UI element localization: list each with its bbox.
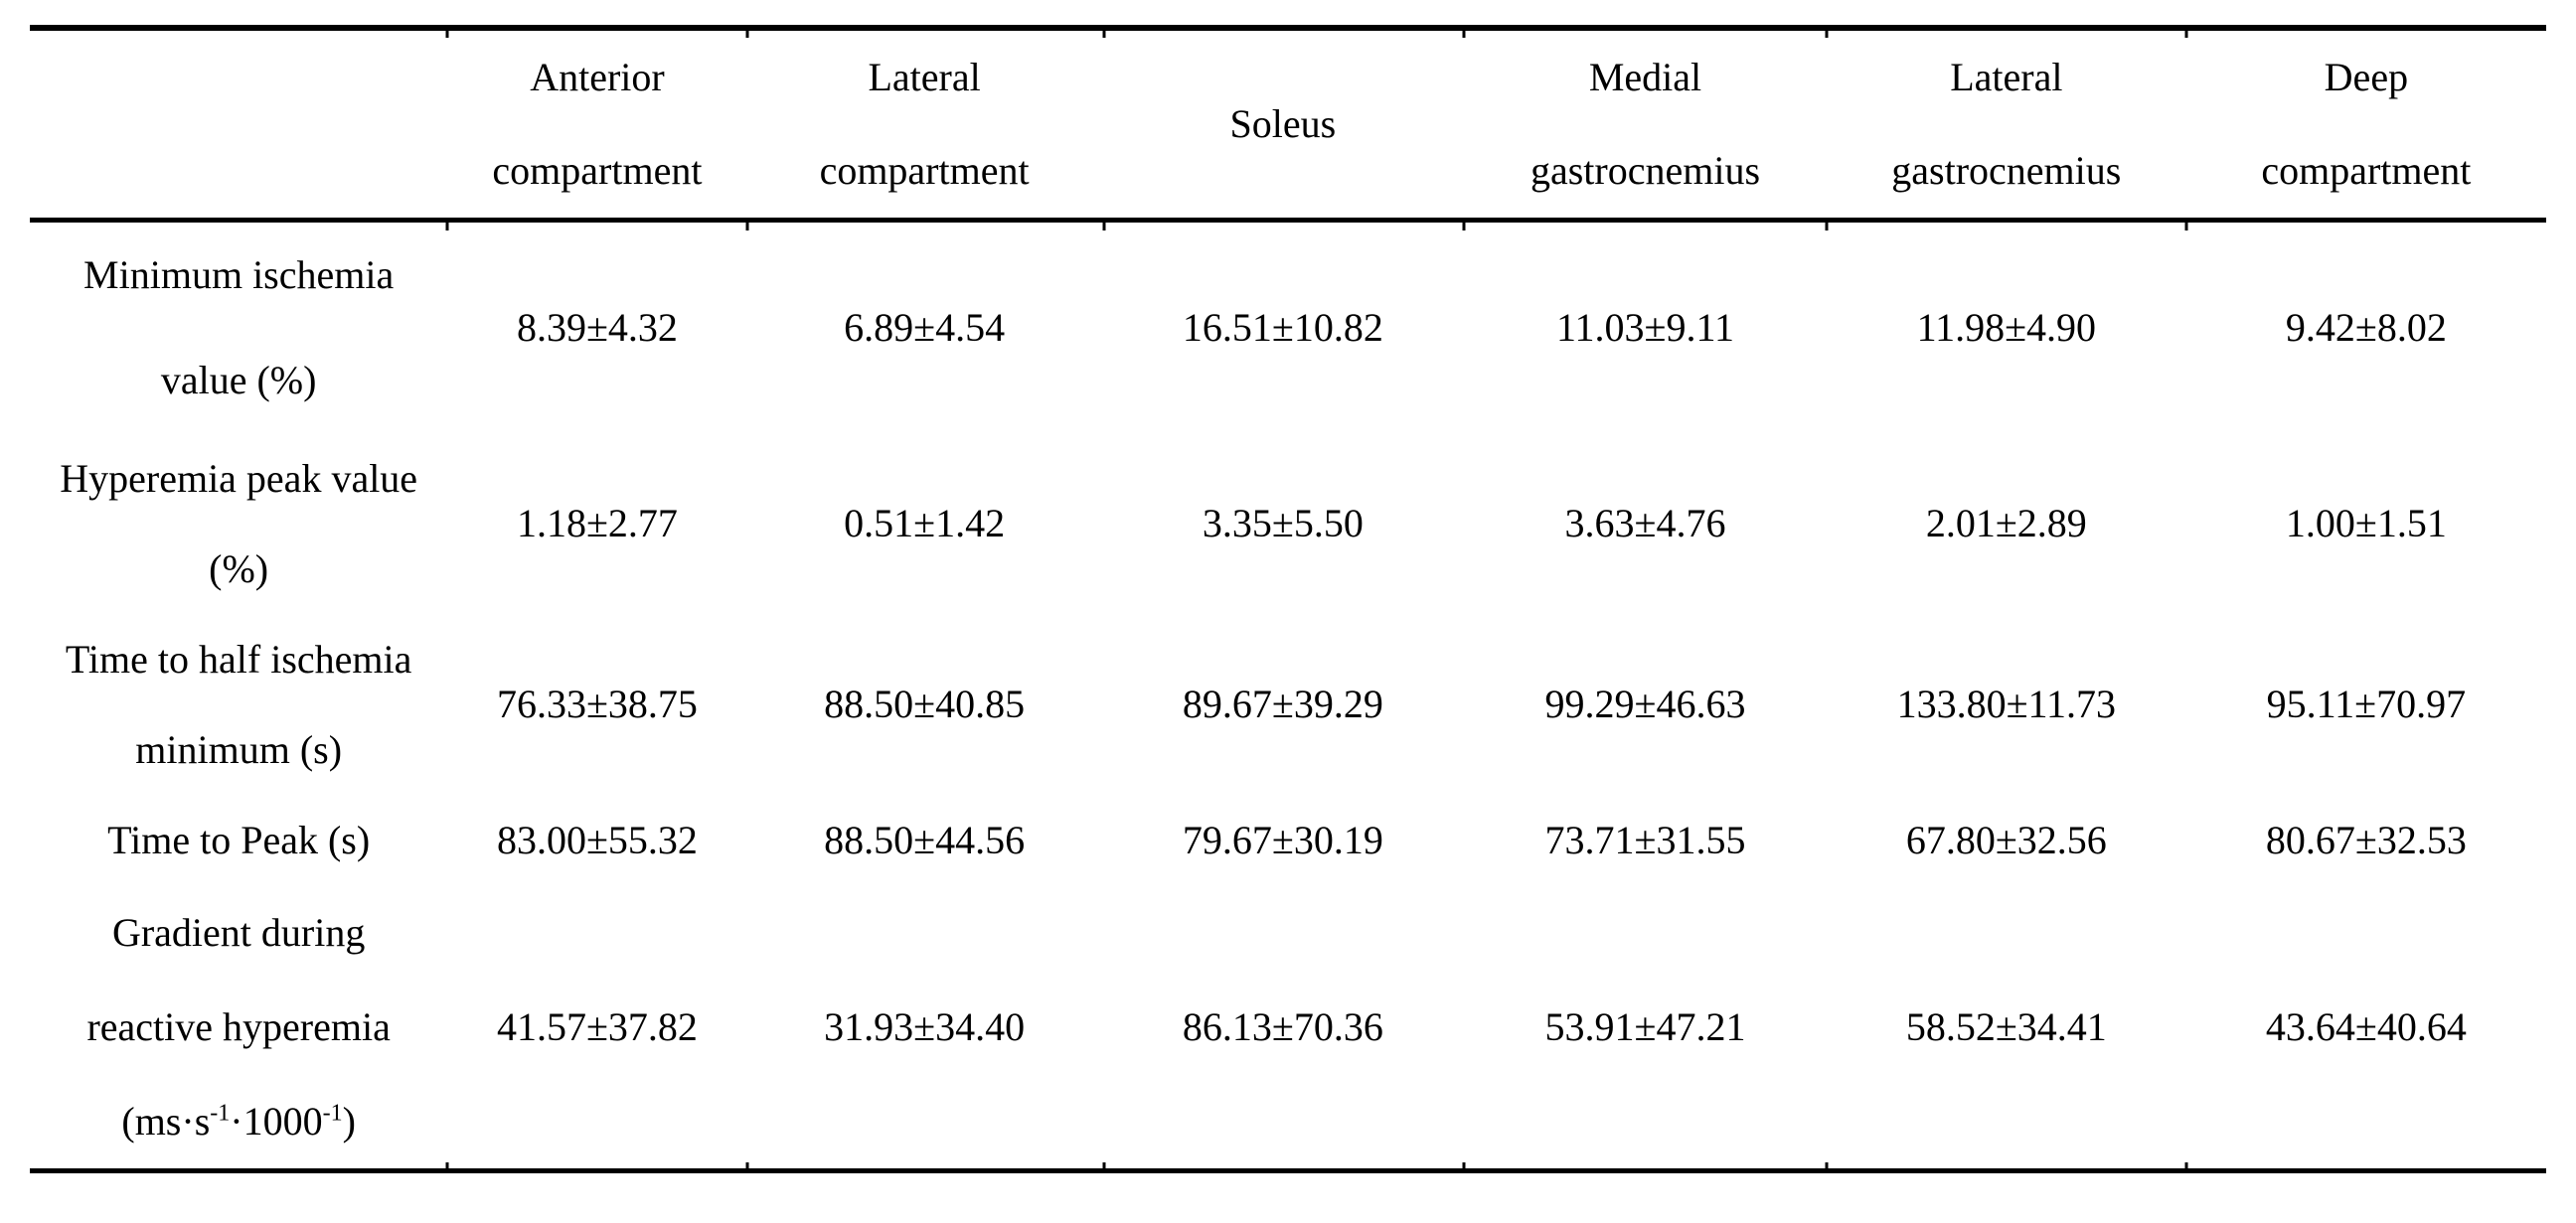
- value-cell: 73.71±31.55: [1544, 818, 1746, 862]
- value-cell: 80.67±32.53: [2265, 818, 2467, 862]
- header-line: Lateral: [1950, 55, 2063, 99]
- row-label-line: (%): [209, 545, 269, 591]
- header-line: compartment: [2261, 148, 2472, 193]
- header-line: Anterior: [530, 55, 665, 99]
- row-label-line: Minimum ischemia: [83, 252, 395, 297]
- value-cell: 6.89±4.54: [844, 305, 1006, 350]
- row-label-line: Time to half ischemia: [65, 636, 412, 682]
- row-label-line: Hyperemia peak value: [60, 455, 418, 501]
- value-cell: 0.51±1.42: [844, 501, 1006, 545]
- row-label-minimum-ischemia-value: Minimum ischemia value (%): [30, 223, 447, 433]
- value-cell: 88.50±44.56: [824, 818, 1026, 862]
- row-label-line: minimum (s): [135, 726, 343, 772]
- rule-tick: [1102, 27, 1106, 38]
- value-cell: 133.80±11.73: [1896, 682, 2117, 726]
- header-line: Medial: [1588, 55, 1702, 99]
- column-header-deep-compartment: Deep compartment: [2185, 31, 2546, 223]
- column-header-soleus: Soleus: [1101, 31, 1465, 223]
- unit-text: (ms·s-1·1000-1): [121, 1098, 356, 1144]
- value-cell: 11.98±4.90: [1916, 305, 2097, 350]
- header-line: gastrocnemius: [1891, 148, 2122, 193]
- rule-tick: [745, 1162, 749, 1173]
- header-line: gastrocnemius: [1530, 148, 1761, 193]
- header-line: Soleus: [1229, 101, 1337, 146]
- rule-tick: [1462, 27, 1466, 38]
- header-line: compartment: [492, 148, 703, 193]
- column-header-lateral-compartment: Lateral compartment: [746, 31, 1102, 223]
- value-cell: 76.33±38.75: [496, 682, 698, 726]
- value-cell: 9.42±8.02: [2285, 305, 2447, 350]
- value-cell: 16.51±10.82: [1182, 305, 1383, 350]
- header-line: compartment: [819, 148, 1030, 193]
- row-label-hyperemia-peak-value: Hyperemia peak value (%): [30, 433, 447, 614]
- value-cell: 99.29±46.63: [1544, 682, 1746, 726]
- rule-tick: [1462, 220, 1466, 230]
- rule-tick: [1825, 220, 1829, 230]
- value-cell: 41.57±37.82: [496, 1004, 698, 1049]
- value-cell: 88.50±40.85: [824, 682, 1026, 726]
- value-cell: 67.80±32.56: [1905, 818, 2107, 862]
- row-label-line: Time to Peak (s): [107, 818, 371, 862]
- row-label-gradient-during-reactive-hyperemia: Gradient during reactive hyperemia (ms·s…: [30, 886, 447, 1168]
- rule-tick: [1102, 1162, 1106, 1173]
- column-header-anterior-compartment: Anterior compartment: [447, 31, 747, 223]
- value-cell: 79.67±30.19: [1182, 818, 1383, 862]
- value-cell: 2.01±2.89: [1925, 501, 2087, 545]
- column-header-medial-gastrocnemius: Medial gastrocnemius: [1464, 31, 1827, 223]
- results-table: Anterior compartment Lateral compartment…: [30, 25, 2546, 1173]
- row-label-time-to-peak: Time to Peak (s): [30, 795, 447, 886]
- rule-tick: [1462, 1162, 1466, 1173]
- rule-tick: [445, 220, 449, 230]
- rule-tick: [1825, 1162, 1829, 1173]
- value-cell: 8.39±4.32: [516, 305, 678, 350]
- rule-tick: [1825, 27, 1829, 38]
- row-label-line: reactive hyperemia: [86, 1004, 391, 1049]
- value-cell: 3.35±5.50: [1202, 501, 1364, 545]
- value-cell: 3.63±4.76: [1564, 501, 1726, 545]
- column-header-empty: [30, 31, 448, 223]
- rule-tick: [2184, 27, 2188, 38]
- rule-tick: [445, 1162, 449, 1173]
- superscript-exponent: -1: [210, 1100, 231, 1127]
- superscript-exponent: -1: [322, 1100, 343, 1127]
- value-cell: 43.64±40.64: [2265, 1004, 2467, 1049]
- value-cell: 1.18±2.77: [516, 501, 678, 545]
- value-cell: 1.00±1.51: [2285, 501, 2447, 545]
- rule-tick: [445, 27, 449, 38]
- row-label-line: value (%): [160, 358, 317, 402]
- row-label-unit: (ms·s-1·1000-1): [30, 1074, 447, 1168]
- rule-tick: [745, 27, 749, 38]
- value-cell: 58.52±34.41: [1905, 1004, 2107, 1049]
- header-line: Deep: [2324, 55, 2409, 99]
- column-header-lateral-gastrocnemius: Lateral gastrocnemius: [1826, 31, 2186, 223]
- value-cell: 86.13±70.36: [1182, 1004, 1383, 1049]
- row-label-line: Gradient during: [111, 910, 366, 956]
- rule-tick: [2184, 220, 2188, 230]
- value-cell: 53.91±47.21: [1544, 1004, 1746, 1049]
- value-cell: 89.67±39.29: [1182, 682, 1383, 726]
- rule-tick: [1102, 220, 1106, 230]
- value-cell: 83.00±55.32: [496, 818, 698, 862]
- value-cell: 11.03±9.11: [1555, 305, 1734, 350]
- header-line: Lateral: [868, 55, 981, 99]
- rule-tick: [2184, 1162, 2188, 1173]
- row-label-time-to-half-ischemia-minimum: Time to half ischemia minimum (s): [30, 614, 447, 795]
- rule-tick: [745, 220, 749, 230]
- value-cell: 31.93±34.40: [824, 1004, 1026, 1049]
- value-cell: 95.11±70.97: [2266, 682, 2467, 726]
